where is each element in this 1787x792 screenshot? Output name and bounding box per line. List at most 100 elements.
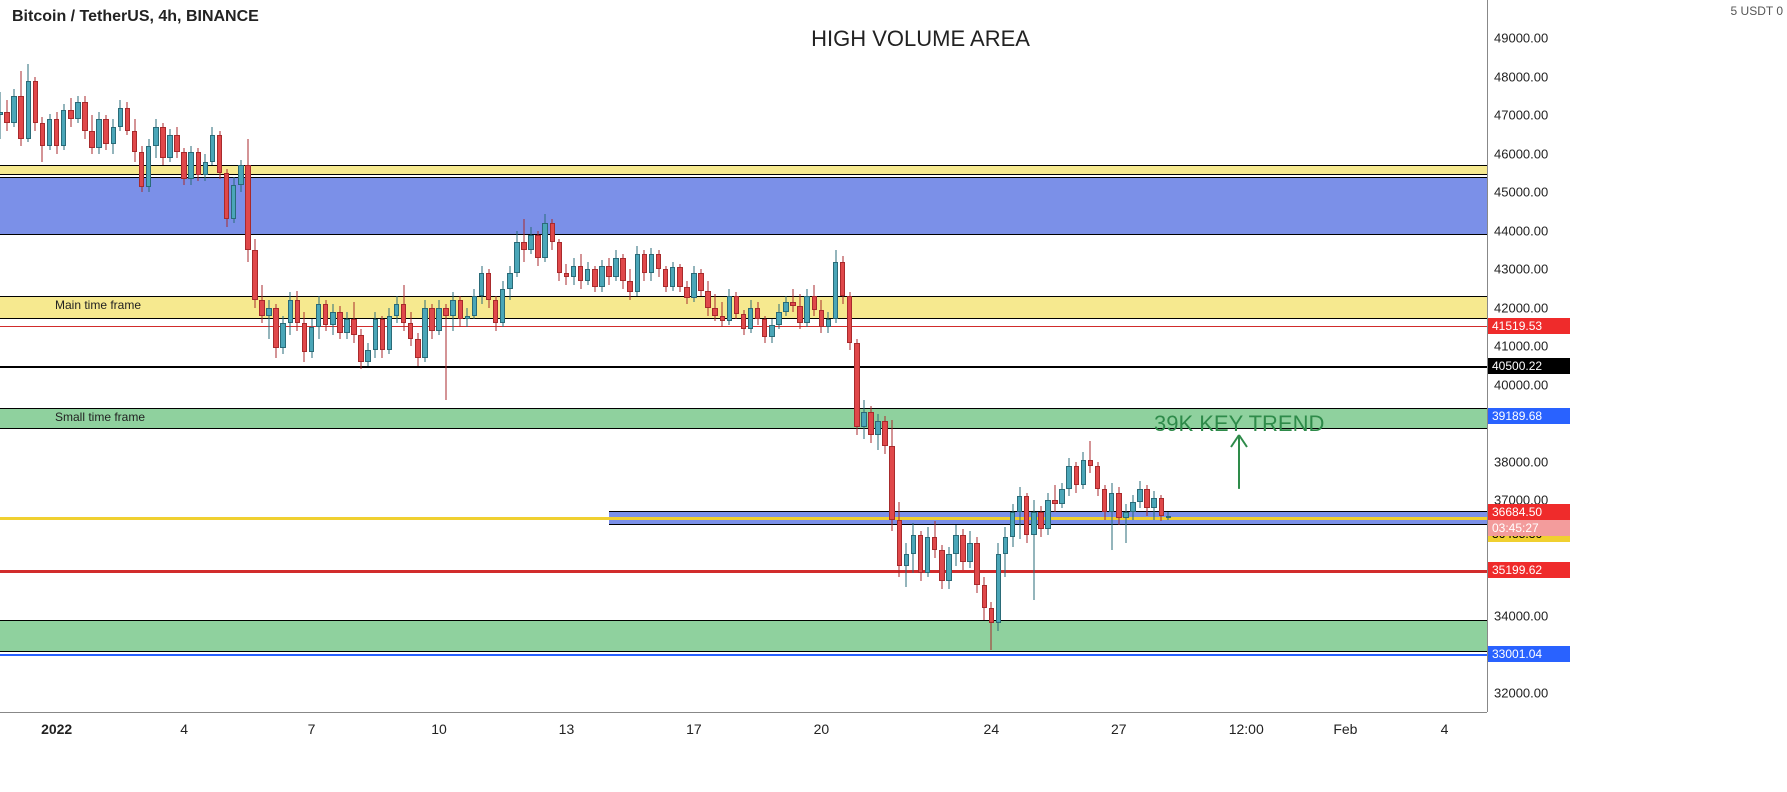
candle [599, 0, 605, 712]
candle [47, 0, 53, 712]
candle [897, 0, 903, 712]
candle [854, 0, 860, 712]
candle [804, 0, 810, 712]
candle [776, 0, 782, 712]
candle [542, 0, 548, 712]
candle [1159, 0, 1165, 712]
candle [1081, 0, 1087, 712]
candle [642, 0, 648, 712]
candle [755, 0, 761, 712]
candle [748, 0, 754, 712]
candle [0, 0, 3, 712]
candle [75, 0, 81, 712]
candle [153, 0, 159, 712]
candle [861, 0, 867, 712]
yaxis-tick: 47000.00 [1494, 108, 1548, 123]
yaxis-tick: 41000.00 [1494, 339, 1548, 354]
candle [373, 0, 379, 712]
candle [1045, 0, 1051, 712]
candle [443, 0, 449, 712]
candle [564, 0, 570, 712]
yaxis-tick: 48000.00 [1494, 69, 1548, 84]
yaxis-price-tag: 41519.53 [1488, 318, 1570, 334]
xaxis-tick: 10 [431, 721, 447, 737]
candle [238, 0, 244, 712]
candle [911, 0, 917, 712]
candle [769, 0, 775, 712]
candle [613, 0, 619, 712]
candle [160, 0, 166, 712]
candle [181, 0, 187, 712]
candle [1123, 0, 1129, 712]
candle [500, 0, 506, 712]
candle [458, 0, 464, 712]
candle [819, 0, 825, 712]
candle [365, 0, 371, 712]
candle [727, 0, 733, 712]
xaxis-tick: 7 [308, 721, 316, 737]
candle [1074, 0, 1080, 712]
candle [812, 0, 818, 712]
candle [875, 0, 881, 712]
candle [939, 0, 945, 712]
candle [620, 0, 626, 712]
annotation-text: HIGH VOLUME AREA [811, 26, 1030, 52]
xaxis-tick: 24 [984, 721, 1000, 737]
candle [960, 0, 966, 712]
candle [663, 0, 669, 712]
yaxis-tick: 44000.00 [1494, 223, 1548, 238]
candle [1151, 0, 1157, 712]
candle [4, 0, 10, 712]
candle [316, 0, 322, 712]
candle [557, 0, 563, 712]
yaxis-tick: 43000.00 [1494, 262, 1548, 277]
candle [302, 0, 308, 712]
yaxis-tick: 34000.00 [1494, 608, 1548, 623]
y-axis: 49000.0048000.0047000.0046000.0045000.00… [1487, 0, 1569, 712]
candle [203, 0, 209, 712]
candle [309, 0, 315, 712]
plot-area[interactable]: Main time frameSmall time frameHIGH VOLU… [0, 0, 1487, 712]
candle [1095, 0, 1101, 712]
candle [627, 0, 633, 712]
candle [989, 0, 995, 712]
yaxis-price-tag: 35199.62 [1488, 562, 1570, 578]
x-axis: 20224710131720242712:00Feb4 [0, 712, 1487, 752]
candle [103, 0, 109, 712]
candle [472, 0, 478, 712]
candle [741, 0, 747, 712]
candle [1166, 0, 1172, 712]
candle [514, 0, 520, 712]
candle [521, 0, 527, 712]
candle [904, 0, 910, 712]
candle [280, 0, 286, 712]
candle [266, 0, 272, 712]
yaxis-tick: 45000.00 [1494, 185, 1548, 200]
candle [1102, 0, 1108, 712]
candle [380, 0, 386, 712]
candle [982, 0, 988, 712]
candle [394, 0, 400, 712]
candle [712, 0, 718, 712]
candle [118, 0, 124, 712]
candle [436, 0, 442, 712]
candle [26, 0, 32, 712]
candle [422, 0, 428, 712]
candle [592, 0, 598, 712]
candle [1109, 0, 1115, 712]
candle [670, 0, 676, 712]
candle [387, 0, 393, 712]
candle [918, 0, 924, 712]
candle [571, 0, 577, 712]
candle [351, 0, 357, 712]
candle [635, 0, 641, 712]
candle [401, 0, 407, 712]
candle [1003, 0, 1009, 712]
candle [1031, 0, 1037, 712]
candle [358, 0, 364, 712]
candle [833, 0, 839, 712]
candle [295, 0, 301, 712]
xaxis-tick: 13 [559, 721, 575, 737]
xaxis-tick: 4 [180, 721, 188, 737]
candle [288, 0, 294, 712]
